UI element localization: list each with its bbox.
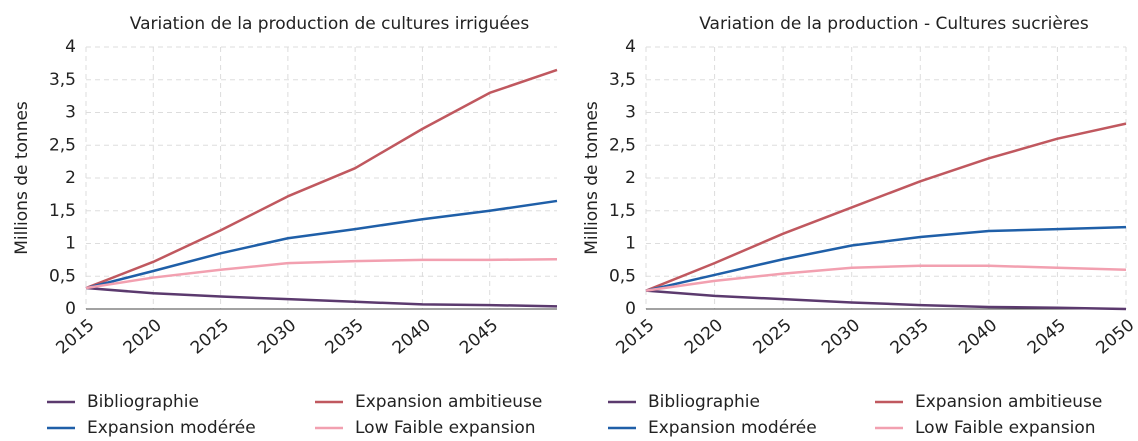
x-tick-label: 2035 <box>887 315 933 358</box>
y-axis-label: Millions de tonnes <box>582 101 602 255</box>
legend-label: Low Faible expansion <box>355 418 536 438</box>
chart-title: Variation de la production de cultures i… <box>130 14 530 34</box>
line-series <box>645 264 1127 292</box>
y-tick-label: 4 <box>625 37 636 57</box>
y-tick-label: 3,5 <box>609 70 636 90</box>
x-tick-label: 2020 <box>681 315 727 358</box>
x-tick-label: 2040 <box>389 315 435 358</box>
x-tick-label: 2030 <box>254 315 300 358</box>
x-tick-label: 2030 <box>818 315 864 358</box>
x-tick-label: 2045 <box>1024 315 1070 358</box>
legend-label: Expansion ambitieuse <box>355 392 542 412</box>
y-tick-label: 1 <box>65 234 76 254</box>
line-series <box>85 68 558 290</box>
y-tick-label: 2,5 <box>49 135 76 155</box>
x-tick-label: 2015 <box>612 315 658 358</box>
y-tick-label: 3 <box>65 103 76 123</box>
legend-label: Bibliographie <box>87 392 199 412</box>
line-series <box>645 289 1127 311</box>
y-tick-label: 2 <box>625 168 636 188</box>
y-tick-label: 1,5 <box>609 201 636 221</box>
y-tick-label: 0 <box>625 299 636 319</box>
legend-label: Expansion modérée <box>648 418 817 438</box>
x-tick-label: 2040 <box>955 315 1001 358</box>
legend-label: Bibliographie <box>648 392 760 412</box>
line-series <box>645 122 1127 292</box>
y-tick-label: 2 <box>65 168 76 188</box>
line-series <box>645 225 1127 292</box>
y-tick-label: 4 <box>65 37 76 57</box>
y-tick-label: 0,5 <box>49 266 76 286</box>
line-series <box>85 257 558 290</box>
x-tick-label: 2035 <box>322 315 368 358</box>
x-tick-label: 2050 <box>1092 315 1138 358</box>
y-tick-label: 0 <box>65 299 76 319</box>
line-series <box>85 286 558 308</box>
y-tick-label: 1 <box>625 234 636 254</box>
y-tick-label: 0,5 <box>609 266 636 286</box>
legend-label: Expansion ambitieuse <box>915 392 1102 412</box>
chart-title: Variation de la production - Cultures su… <box>699 14 1089 34</box>
x-tick-label: 2045 <box>456 315 502 358</box>
line-series <box>85 199 558 290</box>
x-tick-label: 2025 <box>750 315 796 358</box>
y-tick-label: 3,5 <box>49 70 76 90</box>
y-axis-label: Millions de tonnes <box>12 101 32 255</box>
y-tick-label: 1,5 <box>49 201 76 221</box>
y-tick-label: 2,5 <box>609 135 636 155</box>
x-tick-label: 2025 <box>187 315 233 358</box>
legend-label: Low Faible expansion <box>915 418 1096 438</box>
x-tick-label: 2020 <box>120 315 166 358</box>
legend-label: Expansion modérée <box>87 418 256 438</box>
x-tick-label: 2015 <box>52 315 98 358</box>
y-tick-label: 3 <box>625 103 636 123</box>
